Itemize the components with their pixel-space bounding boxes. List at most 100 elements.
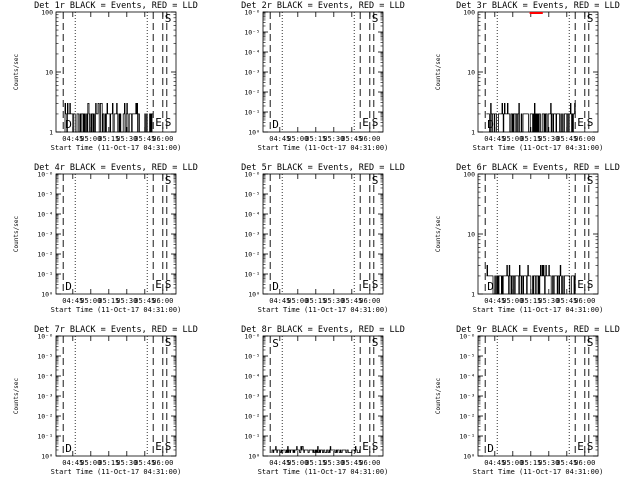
y-tick-label: 10⁻¹ <box>244 109 260 117</box>
x-tick-label: 05:15 <box>305 459 326 467</box>
x-axis-label: Start Time (11-Oct-17 04:31:00) <box>473 468 604 476</box>
y-tick-label: 10⁻¹ <box>244 271 260 279</box>
x-tick-label: 05:00 <box>80 459 101 467</box>
x-tick-label: 06:00 <box>152 459 173 467</box>
y-tick-label: 10⁻² <box>37 251 53 259</box>
x-tick-label: 06:00 <box>359 297 380 305</box>
marker-label: D <box>272 280 279 293</box>
y-tick-label: 10⁰ <box>248 291 260 299</box>
y-tick-label: 10⁻⁵ <box>459 353 475 361</box>
x-tick-label: 05:30 <box>116 135 137 143</box>
x-tick-label: 05:30 <box>116 297 137 305</box>
y-tick-label: 10⁻² <box>459 413 475 421</box>
x-tick-label: 05:00 <box>80 297 101 305</box>
marker-label: S <box>587 174 594 187</box>
x-tick-label: 05:15 <box>98 459 119 467</box>
marker-label: E <box>362 440 369 453</box>
y-axis-label: Counts/sec <box>435 378 442 415</box>
x-tick-label: 05:45 <box>134 297 155 305</box>
y-tick-label: 10⁻³ <box>37 393 53 401</box>
plot-frame <box>477 335 599 457</box>
x-tick-label: 05:30 <box>323 135 344 143</box>
x-tick-label: 05:00 <box>287 135 308 143</box>
detector-panel: Det 7r BLACK = Events, RED = LLD Counts/s… <box>13 325 198 476</box>
marker-label: E <box>577 116 584 129</box>
x-tick-label: 06:00 <box>574 135 595 143</box>
x-tick-label: 05:15 <box>520 297 541 305</box>
y-tick-label: 1 <box>471 291 475 299</box>
x-tick-label: 05:15 <box>305 297 326 305</box>
panel-title: Det 3r BLACK = Events, RED = LLD <box>456 1 620 11</box>
y-tick-label: 10⁻⁴ <box>244 373 260 381</box>
panel-title: Det 2r BLACK = Events, RED = LLD <box>241 1 405 11</box>
detector-panel: Det 4r BLACK = Events, RED = LLD Counts/s… <box>13 163 198 314</box>
x-tick-label: 06:00 <box>359 459 380 467</box>
x-tick-label: 04:45 <box>269 459 290 467</box>
y-tick-label: 10⁻² <box>244 251 260 259</box>
y-tick-label: 10⁻³ <box>244 69 260 77</box>
x-tick-label: 06:00 <box>152 297 173 305</box>
marker-label: S <box>587 336 594 349</box>
events-series-line <box>486 103 576 133</box>
events-series-line <box>486 265 576 295</box>
x-tick-label: 04:45 <box>62 459 83 467</box>
y-tick-label: 10⁻² <box>37 413 53 421</box>
x-tick-label: 05:45 <box>341 459 362 467</box>
y-tick-label: 10⁻⁶ <box>37 333 53 341</box>
y-tick-label: 10⁻³ <box>244 231 260 239</box>
detector-panel: Det 2r BLACK = Events, RED = LLD Start Ti… <box>241 1 405 152</box>
x-tick-label: 04:45 <box>484 459 505 467</box>
marker-label: D <box>65 118 72 131</box>
y-axis-label: Counts/sec <box>435 216 442 253</box>
plot-frame <box>55 335 177 457</box>
detector-panel: Det 8r BLACK = Events, RED = LLD Start Ti… <box>241 325 405 476</box>
x-axis-label: Start Time (11-Oct-17 04:31:00) <box>258 306 389 314</box>
x-tick-label: 06:00 <box>574 459 595 467</box>
detector-panel: Det 6r BLACK = Events, RED = LLD Counts/s… <box>435 163 620 314</box>
marker-label: D <box>65 442 72 455</box>
marker-label: E <box>577 440 584 453</box>
y-tick-label: 10⁻⁵ <box>244 29 260 37</box>
y-tick-label: 10⁻⁶ <box>459 333 475 341</box>
marker-label: D <box>487 280 494 293</box>
x-tick-label: 05:15 <box>98 297 119 305</box>
plot-frame <box>262 11 384 133</box>
marker-label: S <box>165 12 172 25</box>
y-tick-label: 10⁻¹ <box>459 433 475 441</box>
x-tick-label: 05:45 <box>556 459 577 467</box>
x-tick-label: 05:45 <box>134 459 155 467</box>
plot-frame <box>55 173 177 295</box>
y-tick-label: 10⁻⁴ <box>37 211 53 219</box>
y-tick-label: 100 <box>41 9 53 17</box>
y-tick-label: 10⁻⁶ <box>244 333 260 341</box>
y-tick-label: 10⁻² <box>244 413 260 421</box>
events-series-line <box>64 103 154 133</box>
y-axis-label: Counts/sec <box>13 54 20 91</box>
panel-title: Det 8r BLACK = Events, RED = LLD <box>241 325 405 335</box>
y-axis-label: Counts/sec <box>435 54 442 91</box>
marker-label: E <box>155 278 162 291</box>
marker-label: S <box>165 440 172 453</box>
y-tick-label: 10⁻⁵ <box>244 353 260 361</box>
x-tick-label: 04:45 <box>484 135 505 143</box>
y-tick-label: 1 <box>471 129 475 137</box>
x-tick-label: 05:00 <box>502 459 523 467</box>
x-tick-label: 05:30 <box>538 297 559 305</box>
y-tick-label: 10⁻³ <box>37 231 53 239</box>
y-tick-label: 10⁰ <box>41 291 53 299</box>
x-tick-label: 05:00 <box>287 297 308 305</box>
marker-label: S <box>587 278 594 291</box>
x-tick-label: 05:45 <box>556 135 577 143</box>
y-tick-label: 10⁰ <box>41 453 53 461</box>
marker-label: E <box>155 440 162 453</box>
y-tick-label: 10⁻⁶ <box>244 9 260 17</box>
y-tick-label: 1 <box>49 129 53 137</box>
marker-label: S <box>272 337 279 350</box>
x-tick-label: 06:00 <box>574 297 595 305</box>
marker-label: S <box>372 12 379 25</box>
x-tick-label: 05:30 <box>116 459 137 467</box>
x-axis-label: Start Time (11-Oct-17 04:31:00) <box>258 144 389 152</box>
y-tick-label: 10⁰ <box>248 129 260 137</box>
